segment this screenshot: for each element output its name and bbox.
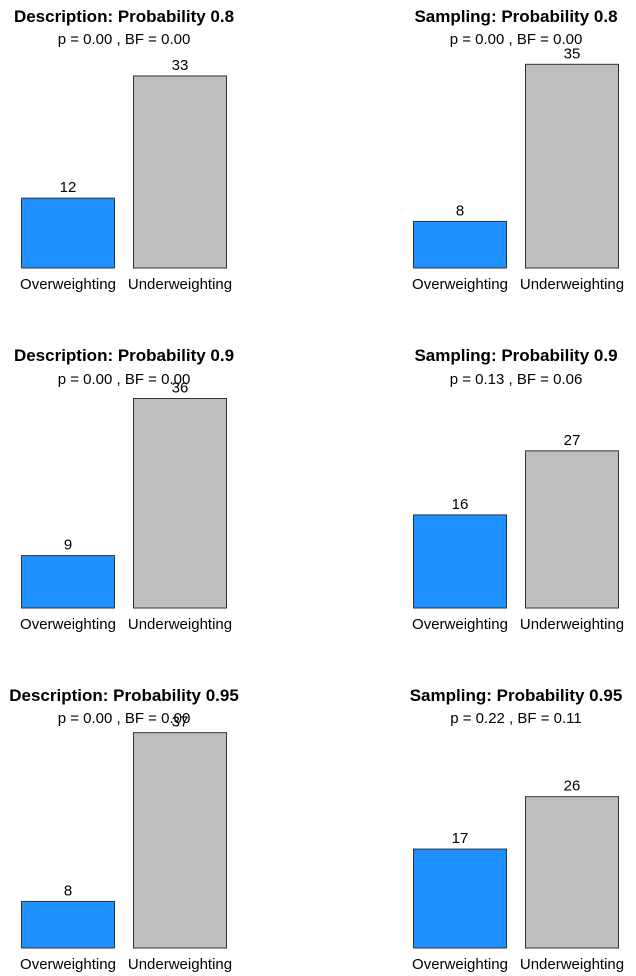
bar-underweighting [525, 63, 619, 269]
category-label: Underweighting [520, 276, 624, 293]
bar-overweighting [413, 848, 507, 949]
chart-panel-5: Description: Probability 0.95 p = 0.00 , … [9, 686, 239, 973]
data-label: 27 [564, 432, 581, 449]
category-label: Underweighting [520, 956, 624, 973]
category-label: Underweighting [128, 616, 232, 633]
data-label: 33 [172, 57, 189, 74]
category-label: Underweighting [520, 616, 624, 633]
chart-subtitle: p = 0.13 , BF = 0.06 [450, 371, 583, 388]
chart-panel-1: Description: Probability 0.8 p = 0.00 , B… [14, 7, 234, 293]
chart-panel-4: Sampling: Probability 0.9 p = 0.13 , BF =… [412, 346, 624, 633]
data-label: 17 [452, 830, 469, 847]
chart-subtitle: p = 0.22 , BF = 0.11 [450, 710, 581, 727]
data-label: 26 [564, 778, 581, 795]
chart-panel-6: Sampling: Probability 0.95 p = 0.22 , BF … [410, 686, 624, 973]
category-label: Overweighting [20, 616, 116, 633]
chart-subtitle: p = 0.00 , BF = 0.00 [58, 31, 191, 48]
data-label: 8 [64, 882, 72, 899]
chart-panel-2: Sampling: Probability 0.8 p = 0.00 , BF =… [412, 7, 624, 293]
category-label: Overweighting [20, 276, 116, 293]
data-label: 8 [456, 202, 464, 219]
data-label: 35 [564, 45, 581, 62]
bar-underweighting [133, 75, 227, 269]
category-label: Overweighting [412, 956, 508, 973]
data-label: 16 [452, 496, 469, 513]
chart-panel-3: Description: Probability 0.9 p = 0.00 , B… [14, 346, 234, 633]
category-label: Underweighting [128, 956, 232, 973]
data-label: 9 [64, 537, 72, 554]
bar-overweighting [413, 220, 507, 269]
chart-title: Description: Probability 0.95 [9, 686, 239, 705]
data-label: 36 [172, 379, 189, 396]
category-label: Overweighting [20, 956, 116, 973]
category-label: Overweighting [412, 616, 508, 633]
bar-underweighting [525, 450, 619, 609]
chart-subtitle: p = 0.00 , BF = 0.00 [450, 31, 583, 48]
chart-subtitle: p = 0.00 , BF = 0.00 [58, 710, 191, 727]
category-label: Overweighting [412, 276, 508, 293]
chart-title: Sampling: Probability 0.95 [410, 686, 623, 705]
bar-overweighting [21, 900, 115, 949]
chart-title: Sampling: Probability 0.8 [414, 7, 617, 26]
bar-underweighting [133, 732, 227, 949]
data-label: 12 [60, 179, 77, 196]
bar-overweighting [413, 514, 507, 609]
chart-title: Description: Probability 0.9 [14, 346, 234, 365]
chart-title: Sampling: Probability 0.9 [414, 346, 617, 365]
category-label: Underweighting [128, 276, 232, 293]
chart-title: Description: Probability 0.8 [14, 7, 234, 26]
bar-underweighting [133, 397, 227, 609]
bar-overweighting [21, 197, 115, 269]
bar-underweighting [525, 796, 619, 949]
chart-subtitle: p = 0.00 , BF = 0.00 [58, 371, 191, 388]
bar-overweighting [21, 555, 115, 609]
data-label: 37 [172, 714, 189, 731]
